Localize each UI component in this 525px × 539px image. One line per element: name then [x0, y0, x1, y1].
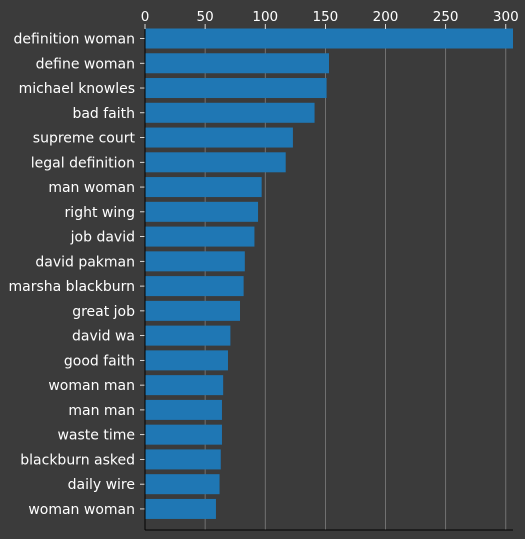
category-label: legal definition: [31, 155, 135, 171]
category-label: david pakman: [35, 254, 135, 270]
bar: [145, 425, 222, 445]
bar: [145, 326, 230, 346]
bar: [145, 78, 327, 98]
x-tick-labels: 0 50 100 150 200 250 300: [141, 9, 519, 25]
category-label: michael knowles: [19, 81, 135, 97]
category-label: supreme court: [33, 131, 136, 147]
category-label: blackburn asked: [20, 452, 135, 468]
x-tick-label: 150: [313, 9, 339, 25]
category-label: man woman: [48, 180, 135, 196]
x-tick-label: 50: [197, 9, 214, 25]
category-label: define woman: [36, 56, 135, 72]
category-label: right wing: [65, 205, 135, 221]
category-label: daily wire: [68, 477, 135, 493]
category-label: job david: [70, 230, 135, 246]
bar: [145, 227, 254, 247]
bar: [145, 128, 293, 148]
bar: [145, 103, 315, 123]
x-tick-label: 200: [373, 9, 399, 25]
x-tick-label: 250: [433, 9, 459, 25]
bar: [145, 276, 244, 296]
category-label: marsha blackburn: [9, 279, 135, 295]
bar: [145, 251, 245, 271]
category-label: definition woman: [14, 32, 135, 48]
category-label: good faith: [64, 353, 135, 369]
category-label: waste time: [57, 428, 135, 444]
bar: [145, 202, 258, 222]
category-label: woman woman: [28, 502, 135, 518]
bar: [145, 400, 222, 420]
bar: [145, 375, 223, 395]
bar: [145, 152, 286, 172]
x-tick-label: 100: [252, 9, 278, 25]
bar: [145, 499, 216, 519]
bar: [145, 449, 221, 469]
bar: [145, 301, 240, 321]
category-labels: definition woman define woman michael know…: [9, 32, 136, 518]
bar: [145, 177, 262, 197]
bar: [145, 29, 513, 49]
bar: [145, 350, 228, 370]
category-label: man man: [68, 403, 135, 419]
bar: [145, 53, 329, 73]
category-label: great job: [72, 304, 135, 320]
category-label: david wa: [72, 329, 135, 345]
bars: [145, 29, 513, 519]
x-tick-label: 300: [493, 9, 519, 25]
category-label: woman man: [48, 378, 135, 394]
bar: [145, 474, 220, 494]
category-label: bad faith: [72, 106, 135, 122]
x-tick-label: 0: [141, 9, 150, 25]
